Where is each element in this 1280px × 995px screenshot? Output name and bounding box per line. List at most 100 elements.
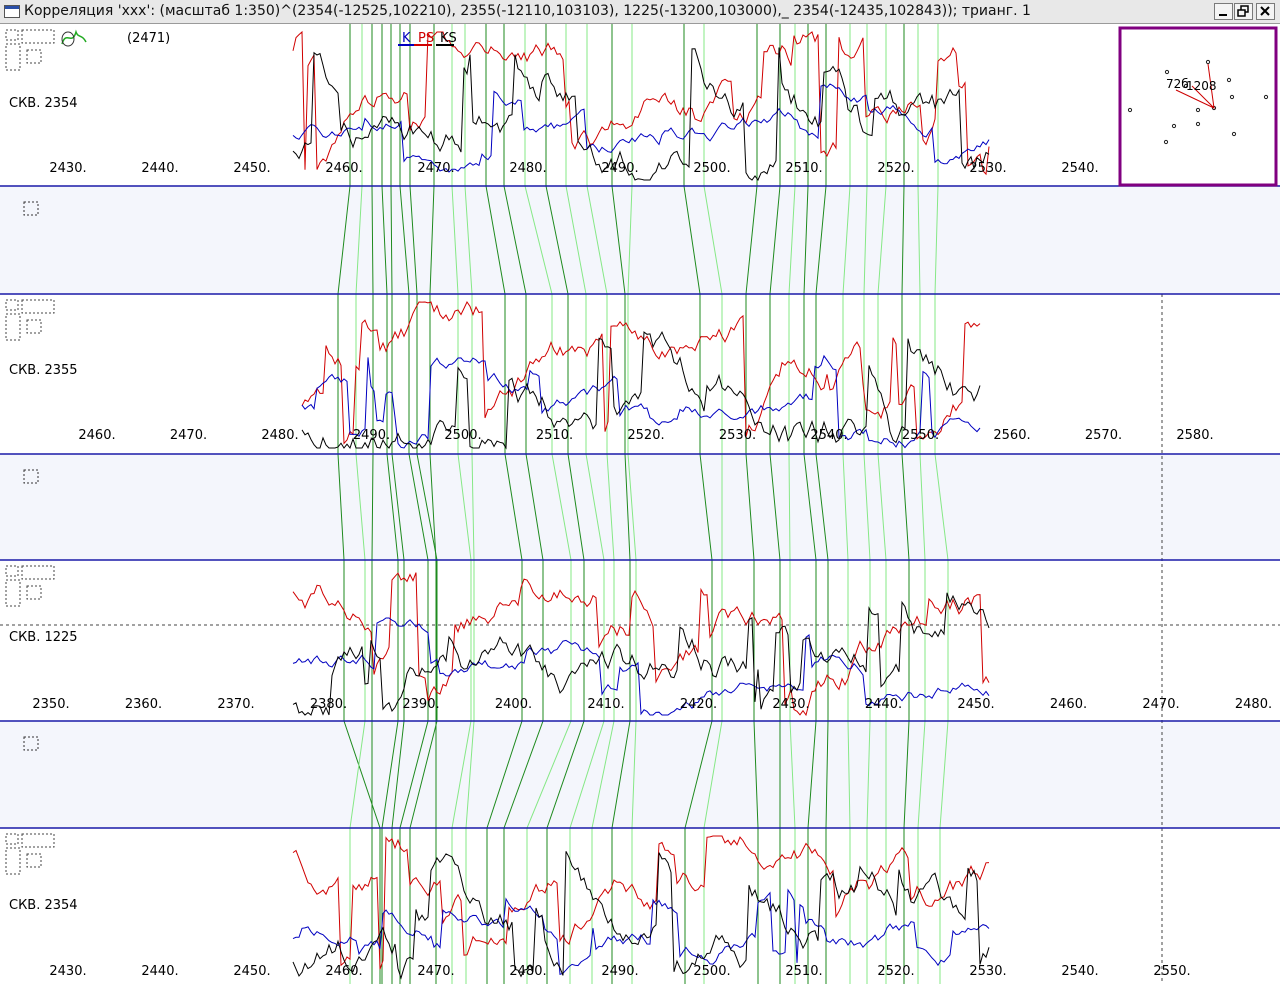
correlation-line[interactable] <box>485 24 523 984</box>
correlation-line[interactable] <box>337 24 381 984</box>
curve-icon[interactable] <box>61 29 87 45</box>
depth-tick-label: 2480. <box>1235 697 1272 712</box>
correlation-line[interactable] <box>503 24 544 984</box>
well-point[interactable] <box>1164 69 1170 75</box>
correlation-line[interactable] <box>349 24 366 984</box>
track-option-box[interactable] <box>26 319 42 334</box>
curve-legend: K PS KS <box>398 31 457 46</box>
window-icon[interactable] <box>4 5 20 18</box>
gap-panel <box>0 186 1280 294</box>
correlation-line[interactable] <box>769 24 781 984</box>
correlation-line[interactable] <box>917 24 926 984</box>
depth-tick-label: 2510. <box>785 161 822 176</box>
correlation-canvas[interactable]: СКВ. 2354 (2471) 2430. 2440. 2450. 2460. 2470.… <box>0 24 1280 995</box>
correlation-line[interactable] <box>863 24 871 984</box>
depth-tick-label: 2420. <box>680 697 717 712</box>
minimap-label: 1208 <box>1186 79 1217 93</box>
well-point[interactable] <box>1171 123 1177 129</box>
correlation-line[interactable] <box>451 24 472 984</box>
well-point[interactable] <box>1231 131 1237 137</box>
track-option-box[interactable] <box>26 49 42 64</box>
correlation-line[interactable] <box>803 24 817 984</box>
depth-tick-label: 2490. <box>353 428 390 443</box>
ks-log-curve <box>292 851 990 980</box>
well-point[interactable] <box>1163 139 1169 145</box>
track-scale-box[interactable] <box>5 313 21 341</box>
ks-log-curve <box>292 592 990 716</box>
track-toggle-icon[interactable] <box>5 299 19 311</box>
correlation-line[interactable] <box>683 24 713 984</box>
well-point[interactable] <box>1229 94 1235 100</box>
track-header-box[interactable] <box>21 565 55 580</box>
track-option-box[interactable] <box>26 853 42 868</box>
correlation-line[interactable] <box>586 24 615 984</box>
correlation-line[interactable] <box>381 24 399 984</box>
depth-tick-label: 2430. <box>772 697 809 712</box>
correlation-line[interactable] <box>429 24 437 984</box>
well-name: СКВ. 2354 <box>9 96 78 111</box>
correlation-line[interactable] <box>934 24 949 984</box>
correlation-line[interactable] <box>901 24 910 984</box>
track-header-box[interactable] <box>21 299 55 314</box>
well-point[interactable] <box>1263 94 1269 100</box>
gap-marker-icon[interactable] <box>23 201 39 216</box>
correlation-line[interactable] <box>390 24 405 984</box>
ks-log-curve <box>292 47 990 181</box>
track-scale-box[interactable] <box>5 847 21 875</box>
well-point[interactable] <box>1226 77 1232 83</box>
depth-tick-label: 2460. <box>325 161 362 176</box>
correlation-line[interactable] <box>703 24 723 984</box>
track-toggle-icon[interactable] <box>5 833 19 845</box>
depth-tick-label: 2350. <box>32 697 69 712</box>
ps-log-curve <box>292 572 990 717</box>
correlation-line[interactable] <box>877 24 887 984</box>
restore-button[interactable] <box>1234 3 1253 20</box>
well-track[interactable]: СКВ. 2354 2430. 2440. 2450. 2460. 2470. 2480. 2… <box>5 833 1191 979</box>
correlation-line[interactable] <box>788 24 796 984</box>
depth-tick-label: 2470. <box>170 428 207 443</box>
gap-panel <box>0 721 1280 828</box>
depth-tick-label: 2500. <box>693 964 730 979</box>
correlation-line[interactable] <box>371 24 374 984</box>
correlation-line[interactable] <box>399 24 429 984</box>
depth-tick-label: 2430. <box>49 161 86 176</box>
well-point[interactable] <box>1195 121 1201 127</box>
track-option-box[interactable] <box>26 585 42 600</box>
depth-tick-label: 2400. <box>495 697 532 712</box>
correlation-line[interactable] <box>842 24 851 984</box>
depth-tick-label: 2480. <box>509 161 546 176</box>
correlation-line[interactable] <box>627 24 637 984</box>
track-toggle-icon[interactable] <box>5 29 19 41</box>
well-track[interactable]: СКВ. 2354 (2471) 2430. 2440. 2450. 2460. 2470.… <box>5 29 1099 176</box>
well-point[interactable] <box>1127 107 1133 113</box>
depth-tick-label: 2550. <box>1153 964 1190 979</box>
correlation-line[interactable] <box>464 24 475 984</box>
depth-tick-label: 2390. <box>402 697 439 712</box>
track-scale-box[interactable] <box>5 43 21 71</box>
well-point[interactable] <box>1195 107 1201 113</box>
well-track[interactable]: СКВ. 2355 2460. 2470. 2480. 2490. 2500. 2510. 2… <box>5 299 1214 443</box>
depth-tick-label: 2490. <box>601 964 638 979</box>
correlation-line[interactable] <box>815 24 829 984</box>
gap-marker-icon[interactable] <box>23 469 39 484</box>
correlation-line[interactable] <box>745 24 759 984</box>
depth-tick-label: 2460. <box>78 428 115 443</box>
depth-tick-label: 2440. <box>865 697 902 712</box>
well-point[interactable] <box>1183 83 1189 89</box>
well-point[interactable] <box>1205 59 1211 65</box>
correlation-line[interactable] <box>611 24 631 984</box>
triangulation-lines <box>1175 63 1215 109</box>
track-header-box[interactable] <box>21 833 55 848</box>
track-toggle-icon[interactable] <box>5 565 19 577</box>
correlation-line[interactable] <box>409 24 438 984</box>
gap-marker-icon[interactable] <box>23 736 39 751</box>
track-header-box[interactable] <box>21 29 55 44</box>
correlation-line[interactable] <box>524 24 572 984</box>
minimize-button[interactable] <box>1214 3 1233 20</box>
correlation-line[interactable] <box>545 24 585 984</box>
close-button[interactable] <box>1256 3 1275 20</box>
track-scale-box[interactable] <box>5 579 21 607</box>
well-track[interactable]: СКВ. 1225 2350. 2360. 2370. 2380. 2390. 2400. 2… <box>5 565 1272 712</box>
correlation-line[interactable] <box>565 24 605 984</box>
